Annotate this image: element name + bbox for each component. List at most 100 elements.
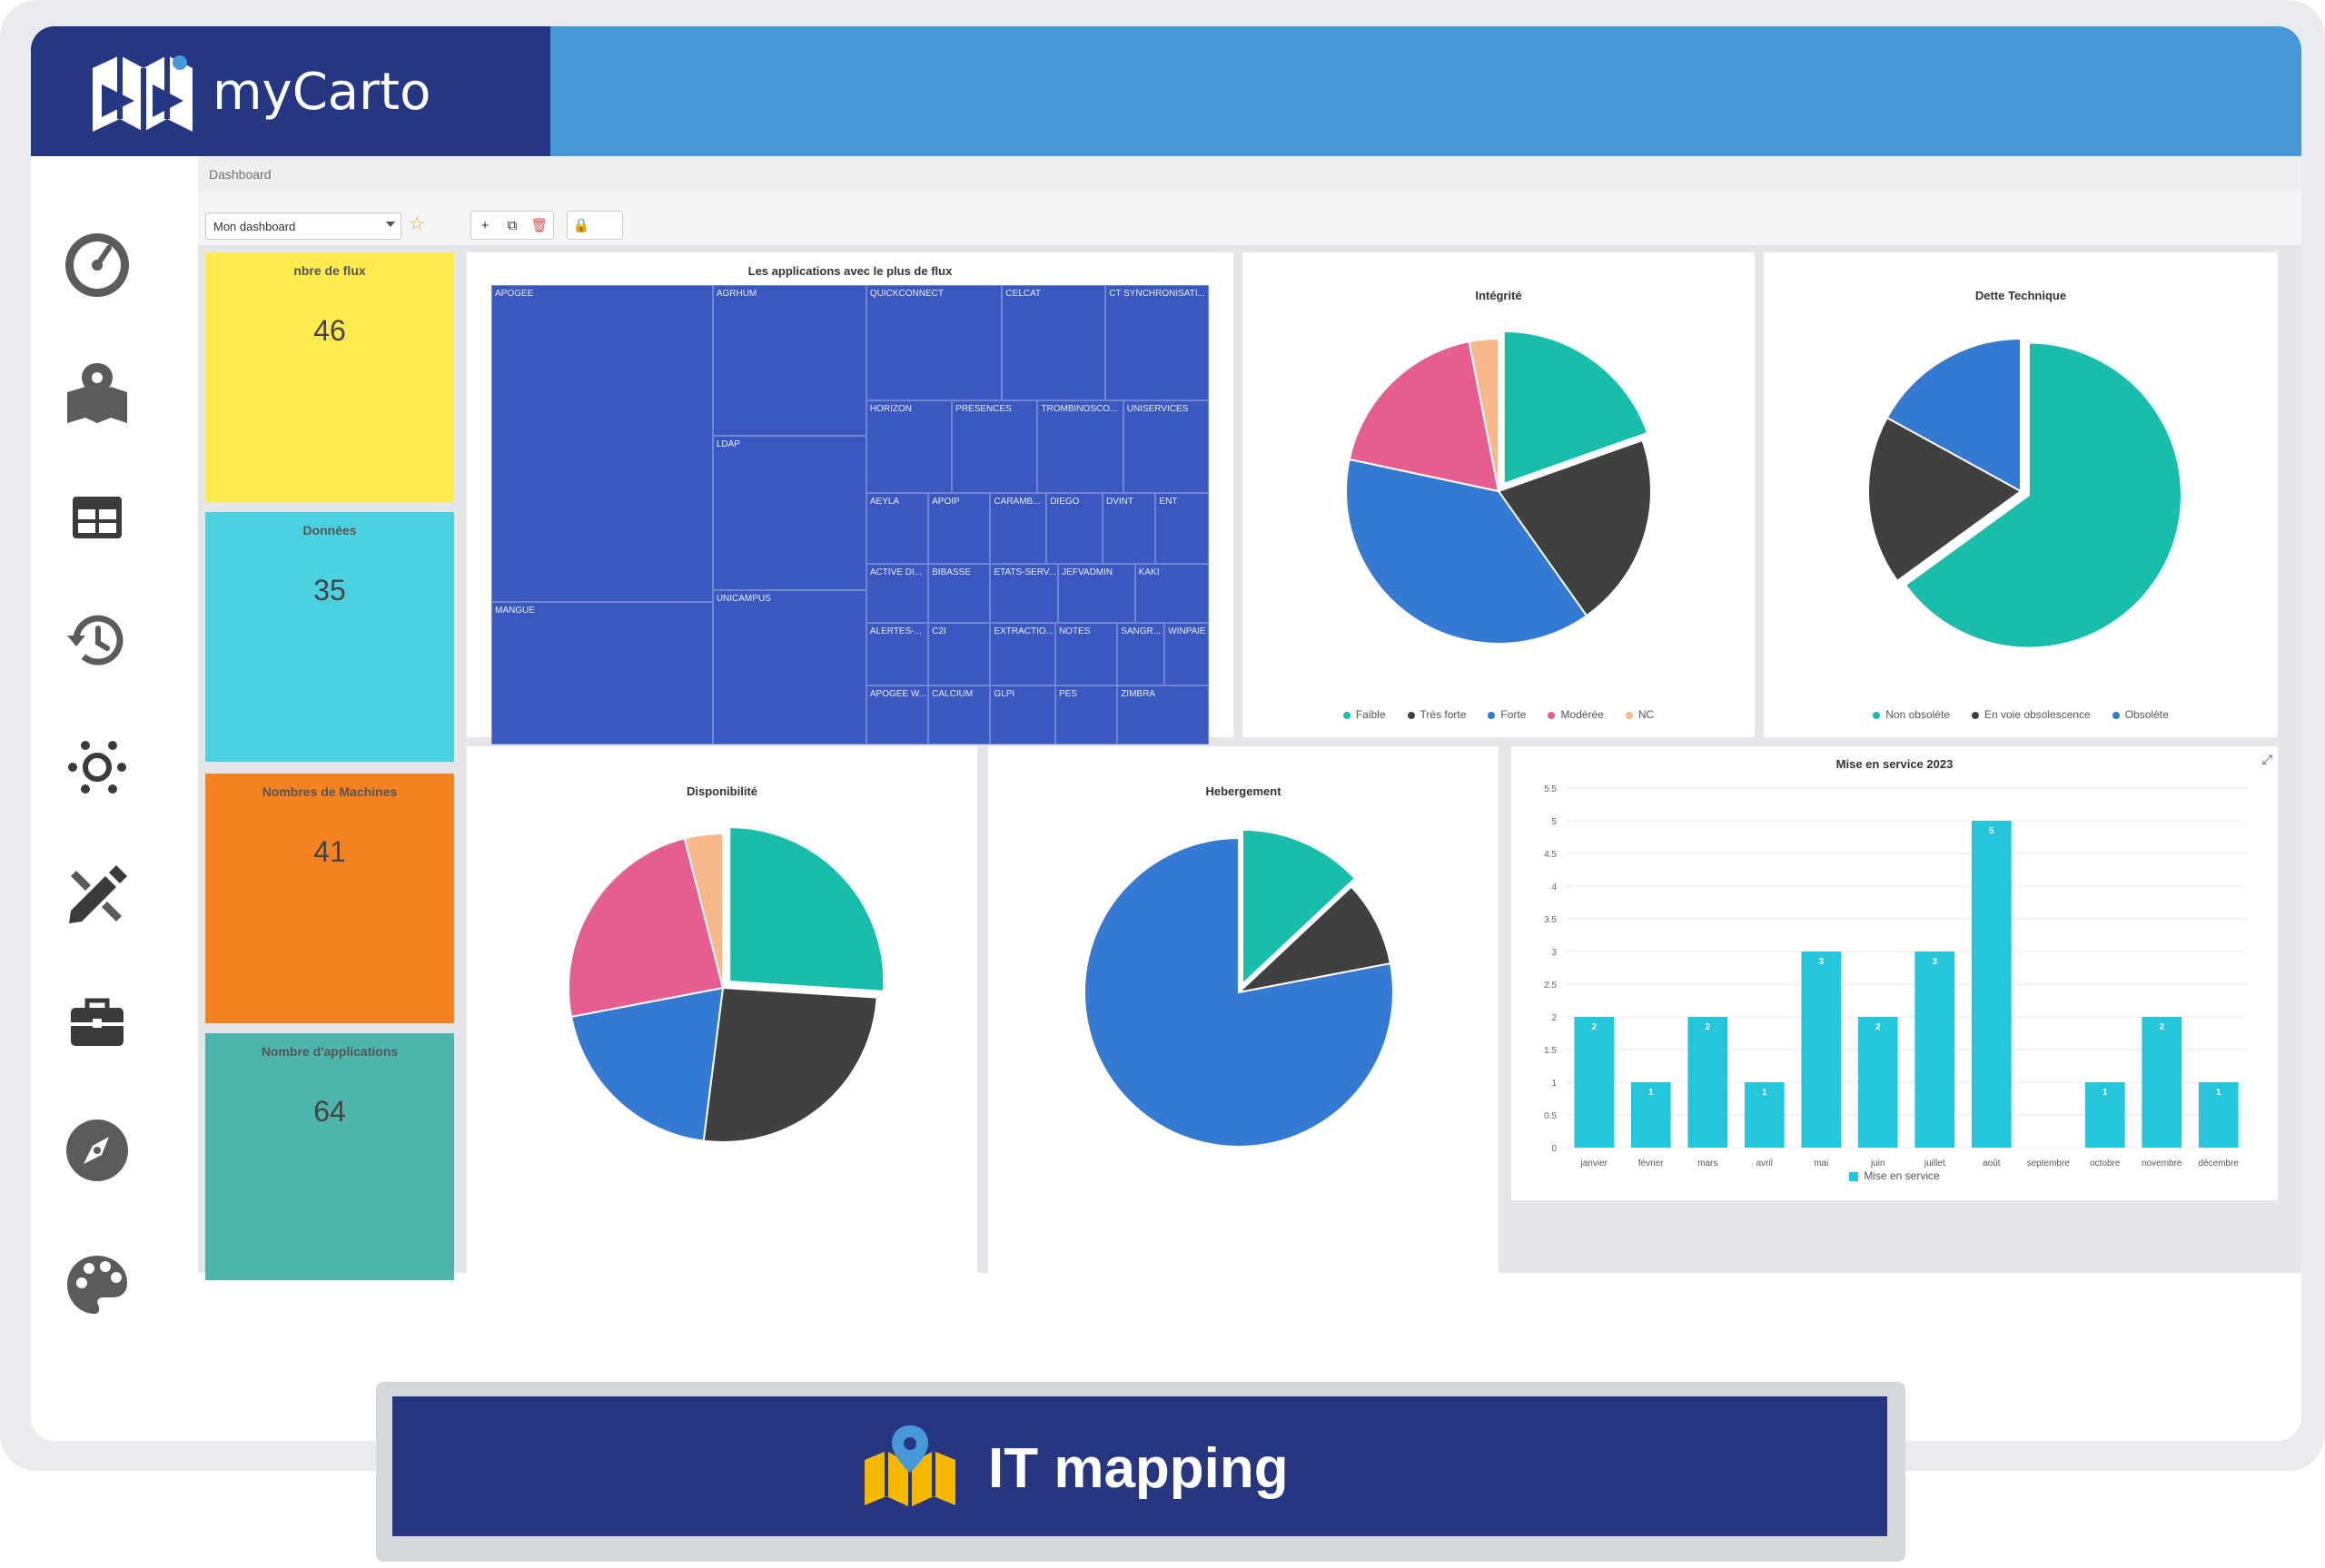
treemap-cell[interactable]: BIBASSE xyxy=(928,563,991,624)
bar[interactable] xyxy=(1744,1082,1785,1148)
treemap-cell[interactable]: ETATS-SERV... xyxy=(990,563,1059,624)
disponibilite-title: Disponibilité xyxy=(687,784,757,798)
treemap-cell[interactable]: CARAMB... xyxy=(990,492,1047,564)
pie-slice[interactable] xyxy=(1345,458,1588,645)
treemap-cell[interactable]: DIEGO xyxy=(1046,492,1103,564)
legend-item[interactable]: Très forte xyxy=(1407,708,1466,721)
favorite-star-icon[interactable]: ☆ xyxy=(409,214,425,234)
dashboard-lock-group: 🔒 xyxy=(567,211,623,240)
treemap-cell[interactable]: UNISERVICES xyxy=(1123,400,1209,493)
treemap-cell[interactable]: TROMBINOSCO... xyxy=(1037,400,1123,493)
treemap-cell[interactable]: CT SYNCHRONISATI... xyxy=(1105,285,1209,401)
add-dashboard-button[interactable]: + xyxy=(480,217,490,233)
lock-button[interactable]: 🔒 xyxy=(572,218,590,233)
brand[interactable]: myCarto xyxy=(31,26,550,156)
legend-item[interactable]: Faible xyxy=(1342,708,1386,721)
treemap-cell[interactable]: ACTIVE DI... xyxy=(866,563,929,624)
kpi-card-machines[interactable]: Nombres de Machines 41 xyxy=(205,774,454,1023)
treemap-cell[interactable]: ZIMBRA xyxy=(1117,685,1209,745)
legend-item[interactable]: Forte xyxy=(1488,708,1526,721)
network-icon xyxy=(68,741,126,794)
treemap-cell[interactable]: JEFVADMIN xyxy=(1058,563,1135,624)
treemap-cell[interactable]: LDAP xyxy=(712,436,866,591)
treemap-cell[interactable]: MANGUE xyxy=(491,602,713,745)
pie-slice[interactable] xyxy=(1904,341,2182,649)
breadcrumb-label[interactable]: Dashboard xyxy=(209,167,272,182)
treemap-cell[interactable]: DVINT xyxy=(1102,492,1156,564)
treemap-cell[interactable]: AGRHUM xyxy=(712,285,866,437)
delete-dashboard-icon[interactable]: 🗑 xyxy=(530,218,549,233)
treemap-cell[interactable]: QUICKCONNECT xyxy=(866,285,1003,401)
bar[interactable] xyxy=(1687,1017,1728,1148)
legend-item[interactable]: Obsolète xyxy=(2112,708,2169,721)
dashboard-select[interactable]: Mon dashboard xyxy=(205,212,401,240)
treemap-cell[interactable]: AEYLA xyxy=(866,492,929,564)
y-tick-label: 3 xyxy=(1551,948,1557,958)
bar[interactable] xyxy=(1801,952,1842,1148)
treemap-cell[interactable]: HORIZON xyxy=(866,400,953,493)
treemap-cell[interactable]: APOGEE W... xyxy=(866,685,929,745)
pie-slice[interactable] xyxy=(702,986,878,1143)
treemap-cell[interactable]: CALCIUM xyxy=(928,685,991,745)
treemap-cell[interactable]: C2I xyxy=(928,623,991,685)
pie-slice[interactable] xyxy=(1867,416,2023,583)
bar[interactable] xyxy=(1971,821,2012,1148)
treemap-cell[interactable]: WINPAIE xyxy=(1164,623,1209,685)
dette-legend: Non obsolète En voie obsolescence Obsolète xyxy=(1764,708,2278,721)
treemap-cell[interactable]: KAKI xyxy=(1134,563,1209,624)
treemap-cell[interactable]: ALERTES-... xyxy=(866,623,929,685)
bar[interactable] xyxy=(1574,1017,1615,1148)
copy-dashboard-icon[interactable]: ⧉ xyxy=(507,217,518,233)
sidebar-item-dashboard[interactable] xyxy=(62,230,133,301)
pie-slice[interactable] xyxy=(1348,340,1500,493)
treemap-cell[interactable]: UNICAMPUS xyxy=(712,590,866,745)
treemap-cell[interactable]: NOTES xyxy=(1054,623,1118,685)
sidebar-item-explore[interactable] xyxy=(62,1115,133,1186)
treemap-cell[interactable]: PRESENCES xyxy=(952,400,1038,493)
sidebar-item-theme[interactable] xyxy=(62,1250,133,1321)
integrite-title: Intégrité xyxy=(1475,289,1522,302)
bar[interactable] xyxy=(2142,1017,2182,1148)
pie-slice[interactable] xyxy=(1497,439,1652,617)
kpi-card-applications[interactable]: Nombre d'applications 64 xyxy=(205,1033,454,1280)
treemap-cell[interactable]: SANGR... xyxy=(1117,623,1165,685)
sidebar-item-history[interactable] xyxy=(62,605,133,676)
pie-slice[interactable] xyxy=(1235,885,1392,994)
dashboard-actions: + ⧉ 🗑 xyxy=(470,211,554,240)
pie-slice[interactable] xyxy=(1502,330,1649,486)
pie-slice[interactable] xyxy=(1468,337,1499,492)
treemap-cell[interactable]: EXTRACTIO... xyxy=(990,623,1055,685)
treemap-cell[interactable]: ENT xyxy=(1155,492,1209,564)
kpi-card-donnees[interactable]: Données 35 xyxy=(205,512,454,762)
pie-slice[interactable] xyxy=(683,832,724,989)
pie-slice[interactable] xyxy=(1885,337,2022,493)
bar[interactable] xyxy=(2198,1082,2239,1148)
legend-item[interactable]: Modérée xyxy=(1548,708,1604,721)
legend-item[interactable]: Non obsolète xyxy=(1873,708,1950,721)
sidebar-item-table[interactable] xyxy=(62,482,133,553)
pie-slice[interactable] xyxy=(569,986,725,1142)
bar[interactable] xyxy=(1914,952,1955,1148)
legend-item[interactable]: NC xyxy=(1625,708,1654,721)
sidebar-item-map[interactable] xyxy=(62,358,133,429)
treemap-cell[interactable]: PES xyxy=(1054,685,1118,745)
expand-icon[interactable]: ⤢ xyxy=(2261,752,2272,766)
treemap-cell[interactable]: CELCAT xyxy=(1002,285,1106,401)
treemap-cell[interactable]: APOGEE xyxy=(491,285,713,603)
pie-slice[interactable] xyxy=(568,837,725,1019)
sidebar-item-portfolio[interactable] xyxy=(62,986,133,1057)
bar[interactable] xyxy=(1630,1082,1671,1148)
pie-slice[interactable] xyxy=(1083,836,1394,1148)
treemap-cell[interactable]: APOIP xyxy=(928,492,991,564)
sidebar-item-network[interactable] xyxy=(62,732,133,803)
legend-dot xyxy=(1971,711,1979,719)
pie-slice[interactable] xyxy=(1241,828,1357,987)
sidebar-item-design[interactable] xyxy=(62,860,133,931)
legend-item[interactable]: En voie obsolescence xyxy=(1971,708,2091,721)
x-tick-label: novembre xyxy=(2142,1159,2182,1169)
bar[interactable] xyxy=(2084,1082,2125,1148)
treemap-cell[interactable]: GLPI xyxy=(990,685,1055,745)
bar[interactable] xyxy=(1857,1017,1898,1148)
pie-slice[interactable] xyxy=(728,826,885,992)
kpi-card-flux[interactable]: nbre de flux 46 xyxy=(205,252,454,502)
